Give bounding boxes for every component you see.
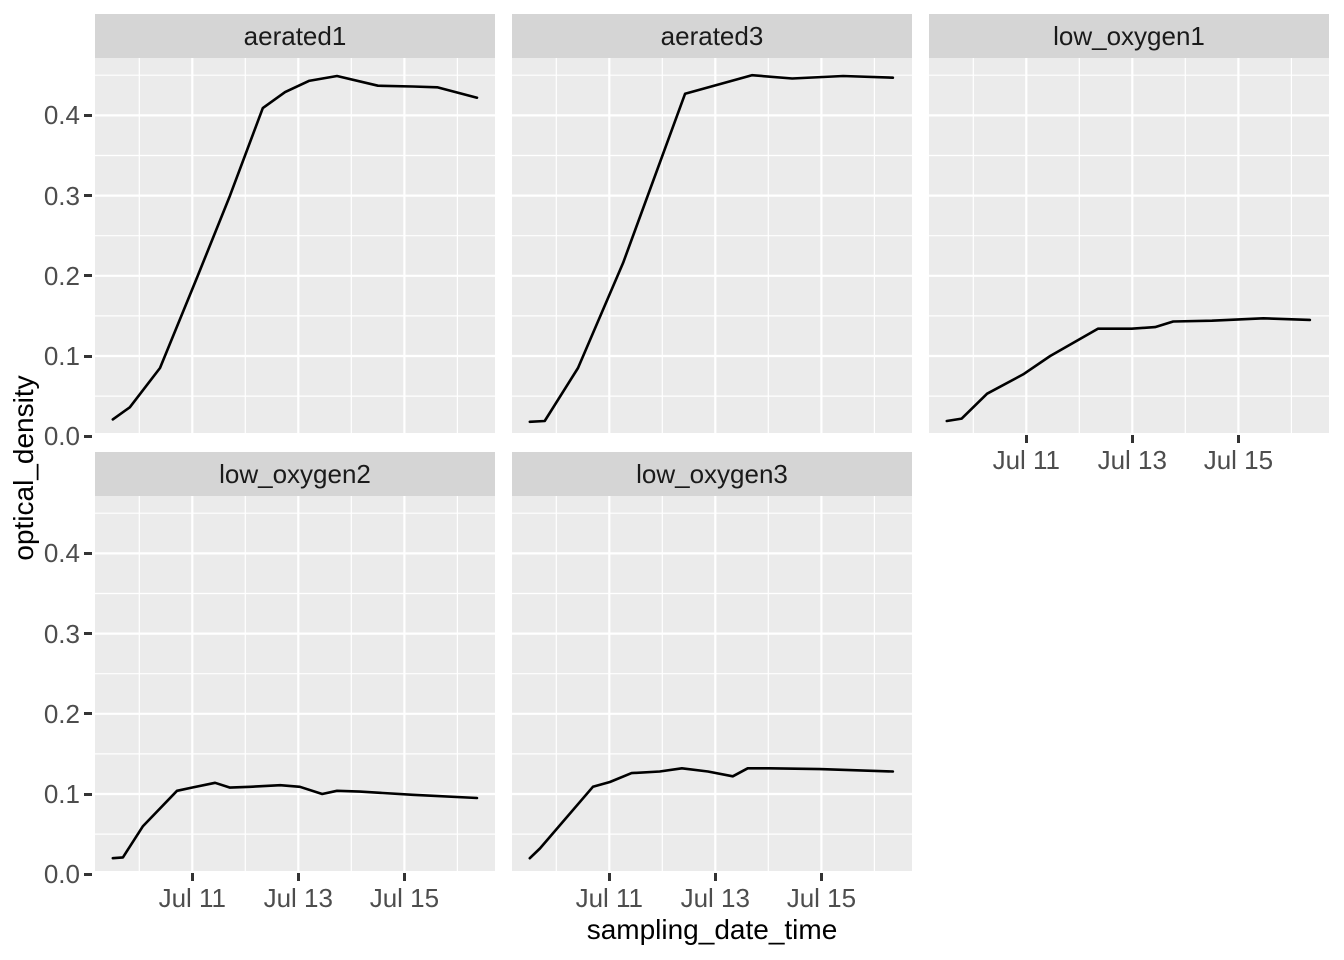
facet-strip-label: low_oxygen1 <box>1053 20 1205 51</box>
y-tick-label: 0.4 <box>43 538 80 569</box>
x-tick-label: Jul 11 <box>992 445 1061 475</box>
y-tick-label: 0.3 <box>43 180 80 211</box>
y-tick-mark <box>84 113 92 117</box>
x-tick-label: Jul 13 <box>1097 445 1167 475</box>
facet-strip-label: aerated1 <box>243 20 347 51</box>
x-tick-mark <box>402 873 406 881</box>
facet-panel-plot <box>95 496 495 871</box>
x-tick-mark <box>713 873 717 881</box>
facet-strip: low_oxygen2 <box>95 452 495 496</box>
x-tick-label: Jul 15 <box>786 883 857 913</box>
x-axis-title: sampling_date_time <box>586 914 838 945</box>
y-tick-label: 0.4 <box>43 100 80 131</box>
x-tick-mark <box>1236 435 1240 443</box>
x-tick-mark <box>819 873 823 881</box>
facet-strip: low_oxygen3 <box>512 452 912 496</box>
x-tick-mark <box>607 873 611 881</box>
facet-strip: low_oxygen1 <box>929 14 1329 58</box>
y-tick-mark <box>84 712 92 716</box>
facet-aerated3: aerated3 <box>512 14 912 433</box>
y-tick-label: 0.2 <box>43 698 80 729</box>
y-axis-title: optical_density <box>8 375 39 561</box>
facet-low-oxygen3: low_oxygen3 Jul 11 Jul 13 Jul 15 <box>512 452 912 913</box>
y-tick-mark <box>84 792 92 796</box>
y-tick-mark <box>84 354 92 358</box>
facet-low-oxygen1: low_oxygen1 Jul 11 Jul 13 Jul 15 <box>929 14 1329 475</box>
y-tick-label: 0.3 <box>43 618 80 649</box>
facet-strip-label: low_oxygen3 <box>636 458 788 489</box>
facet-panel-plot <box>95 58 495 433</box>
x-tick-label: Jul 13 <box>263 883 333 913</box>
x-tick-label: Jul 11 <box>158 883 227 913</box>
facet-strip: aerated1 <box>95 14 495 58</box>
x-tick-mark <box>1130 435 1134 443</box>
x-tick-label: Jul 15 <box>369 883 440 913</box>
x-tick-mark <box>190 873 194 881</box>
y-tick-mark <box>84 551 92 555</box>
y-tick-label: 0.2 <box>43 260 80 291</box>
x-tick-label: Jul 15 <box>1203 445 1274 475</box>
facet-strip: aerated3 <box>512 14 912 58</box>
y-tick-mark <box>84 632 92 636</box>
facet-strip-label: low_oxygen2 <box>219 458 371 489</box>
y-tick-label: 0.1 <box>43 779 80 809</box>
facet-panel-plot <box>512 58 912 433</box>
facet-panel-plot <box>929 58 1329 433</box>
facet-aerated1: aerated1 0.0 0.1 0.2 0.3 0.4 <box>44 14 495 451</box>
y-tick-mark <box>84 872 92 876</box>
x-tick-label: Jul 13 <box>680 883 750 913</box>
y-tick-mark <box>84 194 92 198</box>
facet-strip-label: aerated3 <box>660 20 764 51</box>
facet-low-oxygen2: low_oxygen2 Jul 11 Jul 13 Jul 15 0.0 0.1 0.2 0… <box>44 452 495 913</box>
y-tick-mark <box>84 434 92 438</box>
x-tick-mark <box>1024 435 1028 443</box>
facet-panel-plot <box>512 496 912 871</box>
y-tick-label: 0.0 <box>43 859 80 890</box>
y-tick-mark <box>84 274 92 278</box>
x-tick-label: Jul 11 <box>575 883 644 913</box>
y-tick-label: 0.1 <box>43 341 80 371</box>
y-tick-label: 0.0 <box>43 421 80 452</box>
x-tick-mark <box>296 873 300 881</box>
